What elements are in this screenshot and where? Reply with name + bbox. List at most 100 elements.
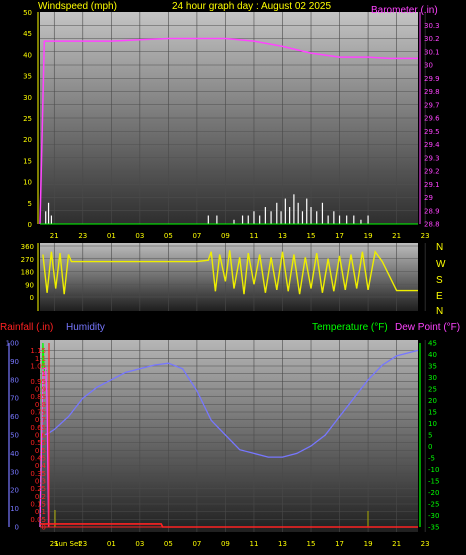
temperature-tick: 20 [428,397,437,405]
top-hour-tick: 21 [392,232,401,240]
rainfall-axis-label: Rainfall (.in) [0,322,53,333]
barometer-tick: 28.9 [424,207,440,215]
temperature-tick: -15 [428,478,439,486]
bottom-hour-tick: 09 [221,540,230,548]
rainfall-tick: 0.55 [30,439,46,447]
humidity-tick: 100 [6,340,19,348]
barometer-tick: 30.1 [424,48,440,56]
top-hour-tick: 23 [78,232,87,240]
rainfall-tick: 0.3 [35,478,46,486]
bottom-hour-tick: 13 [278,540,287,548]
humidity-tick: 0 [15,524,19,532]
barometer-tick: 29.7 [424,101,440,109]
temperature-tick: 0 [428,443,432,451]
rainfall-tick: 0.65 [30,424,46,432]
temperature-tick: 5 [428,432,432,440]
barometer-line [39,37,418,225]
windspeed-axis-label: Windspeed (mph) [38,1,117,12]
rainfall-tick: 0.85 [30,393,46,401]
temperature-tick: 40 [428,351,437,359]
windspeed-tick: 30 [23,94,32,102]
wind-direction-line [42,249,418,295]
direction-tick: 0 [30,294,34,302]
top-hour-tick: 17 [335,232,344,240]
barometer-tick: 30.3 [424,22,440,30]
windspeed-tick: 25 [23,115,32,123]
barometer-tick: 29.6 [424,115,440,123]
rainfall-tick: 0.8 [35,401,46,409]
temperature-tick: 25 [428,386,437,394]
windspeed-tick: 45 [23,30,32,38]
barometer-tick: 29.4 [424,141,440,149]
bottom-hour-tick: 23 [78,540,87,548]
direction-letter-e: E [436,291,443,302]
rainfall-tick: 0.75 [30,409,46,417]
temperature-tick: -35 [428,524,439,532]
rainfall-tick: 1.1 [35,355,46,363]
temperature-tick: -20 [428,489,439,497]
humidity-axis-label: Humidity [66,322,105,333]
direction-letter-s: S [436,275,443,286]
temperature-tick: -10 [428,466,439,474]
rainfall-tick: 1.05 [30,363,46,371]
barometer-axis-label: Barometer (.in) [371,5,438,16]
barometer-tick: 30 [424,62,433,70]
rainfall-tick: 0.5 [35,447,46,455]
rainfall-tick: 0.95 [30,378,46,386]
bottom-hour-tick: 15 [307,540,316,548]
temperature-tick: -30 [428,512,439,520]
humidity-tick: 80 [10,376,19,384]
humidity-tick: 70 [10,395,19,403]
barometer-tick: 29.3 [424,154,440,162]
temperature-tick: 15 [428,409,437,417]
bottom-hour-tick: 23 [421,540,430,548]
barometer-tick: 28.8 [424,221,440,229]
rainfall-tick: 0.1 [35,508,46,516]
temperature-tick: 10 [428,420,437,428]
top-hour-tick: 21 [50,232,59,240]
rainfall-tick: 0.9 [35,386,46,394]
bottom-hour-tick: 07 [192,540,201,548]
windspeed-tick: 10 [23,179,32,187]
bottom-panel-bg [40,340,418,532]
barometer-tick: 29 [424,194,433,202]
temperature-tick: -25 [428,501,439,509]
windspeed-tick: 50 [23,9,32,17]
top-hour-tick: 15 [307,232,316,240]
humidity-tick: 40 [10,450,19,458]
humidity-tick: 20 [10,487,19,495]
direction-letter-w: W [436,259,446,270]
barometer-tick: 29.1 [424,181,440,189]
rainfall-tick: 0.2 [35,493,46,501]
grid-layer [40,12,426,532]
humidity-tick: 90 [10,358,19,366]
humidity-tick: 10 [10,505,19,513]
barometer-tick: 29.2 [424,168,440,176]
humidity-tick: 50 [10,432,19,440]
bottom-hour-tick: 19 [364,540,373,548]
top-hour-tick: 13 [278,232,287,240]
temperature-axis-label: Temperature (°F) [312,322,388,333]
bottom-hour-tick: 17 [335,540,344,548]
windspeed-tick: 0 [28,221,32,229]
windspeed-tick: 5 [28,200,32,208]
bottom-hour-tick: 11 [250,540,259,548]
axis-layer: 28.8 28.9 29 29.1 29.2 29.3 29.4 29.5 29.6 29.7 29… [6,9,441,548]
chart-title: 24 hour graph day : August 02 2025 [172,1,331,12]
top-hour-tick: 19 [364,232,373,240]
top-hour-tick: 07 [192,232,201,240]
top-hour-tick: 03 [135,232,144,240]
humidity-line [44,349,419,458]
rainfall-tick: 0.4 [35,462,47,470]
rainfall-tick: 0.15 [30,501,46,509]
temperature-tick: 45 [428,340,437,348]
top-hour-tick: 01 [107,232,116,240]
windspeed-tick: 20 [23,136,32,144]
barometer-tick: 29.5 [424,128,440,136]
temperature-tick: 35 [428,363,437,371]
barometer-tick: 29.8 [424,88,440,96]
bottom-hour-tick: 21 [50,540,59,548]
rainfall-tick: 1 [42,370,46,378]
bottom-hour-tick: 01 [107,540,116,548]
